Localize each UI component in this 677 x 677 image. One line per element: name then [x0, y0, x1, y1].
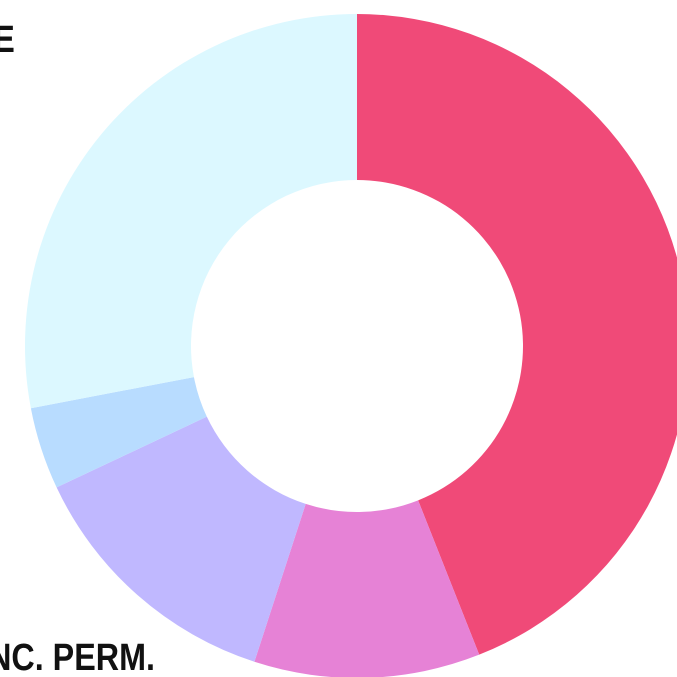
slice — [24, 14, 357, 409]
slice — [56, 416, 306, 662]
label: E — [0, 19, 15, 61]
slice — [30, 377, 207, 488]
slice — [254, 500, 480, 677]
label: NC. PERM. — [0, 637, 155, 677]
slice — [357, 14, 677, 655]
donut — [24, 14, 677, 677]
